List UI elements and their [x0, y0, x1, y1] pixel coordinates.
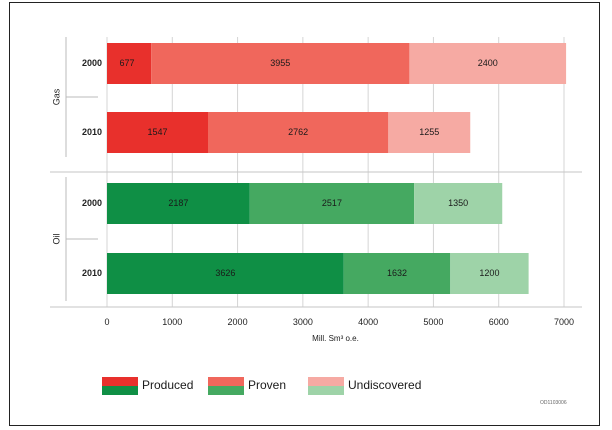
- bar-label: 2010: [82, 268, 102, 278]
- x-tick-label: 0: [104, 317, 109, 327]
- chart-frame: Gas 2000 677 3955 2400 2010 1547 2762 1255 Oil 200…: [9, 2, 600, 426]
- figure-code: OD1103006: [540, 400, 567, 406]
- bar-segment-proven: [207, 112, 389, 153]
- legend-label-undiscovered: Undiscovered: [348, 378, 421, 392]
- x-tick-label: 7000: [554, 317, 574, 327]
- legend-swatch-produced-oil: [102, 386, 138, 395]
- data-label: 2187: [168, 198, 188, 208]
- data-label: 2762: [288, 127, 308, 137]
- bar-segment-produced: [107, 43, 152, 84]
- data-label: 2517: [322, 198, 342, 208]
- bar-segment-produced: [107, 112, 208, 153]
- bar-segment-proven: [151, 43, 410, 84]
- data-label: 677: [119, 58, 134, 68]
- x-tick-label: 6000: [489, 317, 509, 327]
- bar-segment-undiscovered: [409, 43, 567, 84]
- data-label: 1632: [387, 268, 407, 278]
- x-axis-title: Mill. Sm³ o.e.: [312, 334, 359, 343]
- data-label: 2400: [478, 58, 498, 68]
- bar-segment-undiscovered: [450, 253, 529, 294]
- bar-label: 2010: [82, 127, 102, 137]
- legend-swatch-produced-gas: [102, 377, 138, 386]
- group-label-gas: Gas: [51, 88, 61, 105]
- legend-swatch-undiscovered-oil: [308, 386, 344, 395]
- x-tick-label: 5000: [423, 317, 443, 327]
- stacked-bar-chart: Gas 2000 677 3955 2400 2010 1547 2762 1255 Oil 200…: [50, 37, 582, 395]
- bar-label: 2000: [82, 58, 102, 68]
- x-tick-label: 3000: [293, 317, 313, 327]
- bar-segment-produced: [107, 253, 344, 294]
- legend-swatch-proven-gas: [208, 377, 244, 386]
- data-label: 3955: [270, 58, 290, 68]
- x-tick-label: 4000: [358, 317, 378, 327]
- legend-swatch-proven-oil: [208, 386, 244, 395]
- data-label: 1255: [419, 127, 439, 137]
- data-label: 3626: [215, 268, 235, 278]
- bar-segment-proven: [343, 253, 451, 294]
- group-label-oil: Oil: [51, 234, 61, 245]
- data-label: 1350: [448, 198, 468, 208]
- bar-segment-undiscovered: [388, 112, 471, 153]
- data-label: 1200: [479, 268, 499, 278]
- legend-label-produced: Produced: [142, 378, 193, 392]
- x-tick-label: 2000: [228, 317, 248, 327]
- bar-label: 2000: [82, 198, 102, 208]
- legend-label-proven: Proven: [248, 378, 286, 392]
- data-label: 1547: [147, 127, 167, 137]
- legend-swatch-undiscovered-gas: [308, 377, 344, 386]
- bar-segment-proven: [249, 183, 415, 224]
- x-tick-label: 1000: [162, 317, 182, 327]
- bar-segment-undiscovered: [414, 183, 503, 224]
- bar-segment-produced: [107, 183, 250, 224]
